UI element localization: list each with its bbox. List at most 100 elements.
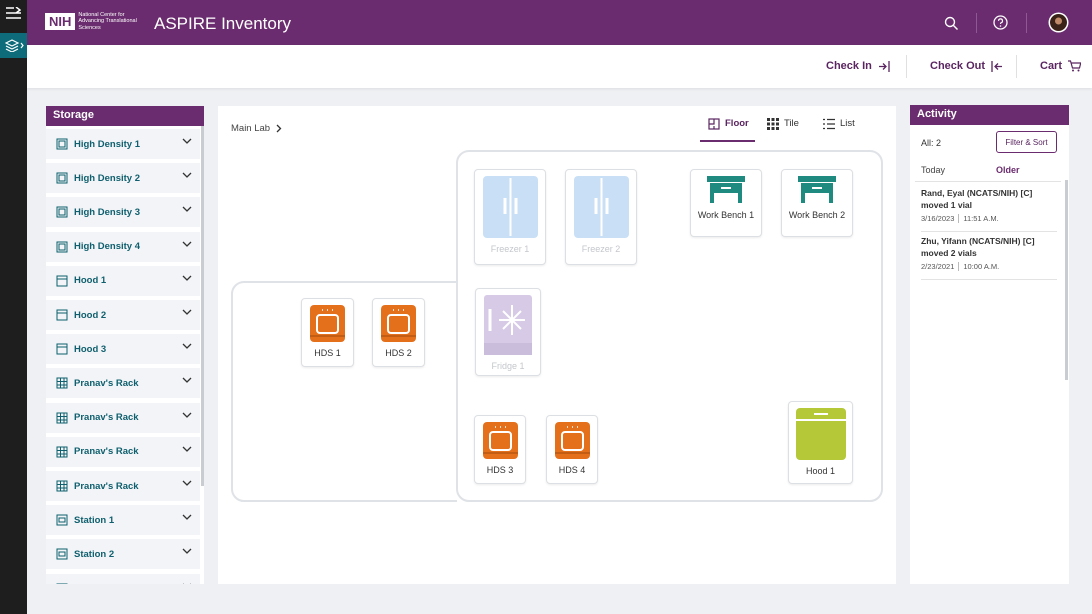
entry-time: 11:51 A.M. <box>963 214 999 223</box>
main-panel: Main Lab Freezer 1 Freezer 2 Work Bench 1 W… <box>218 106 896 584</box>
icon <box>708 118 720 130</box>
logo: NIH National Center for Advancing Transl… <box>45 12 138 31</box>
check-out[interactable]: Check Out <box>930 60 1003 72</box>
tab-today[interactable]: Today <box>921 165 946 175</box>
icon <box>182 172 192 179</box>
icon <box>182 377 192 384</box>
icon <box>310 305 345 342</box>
storage-item-label: Pranav's Rack <box>74 446 139 458</box>
icon <box>56 275 68 287</box>
storage-tile[interactable]: Freezer 2 <box>565 169 637 265</box>
filter-button[interactable]: Filter & Sort <box>996 131 1057 153</box>
storage-item-label: Hood 3 <box>74 343 107 355</box>
check-in[interactable]: Check In <box>826 60 890 72</box>
icon <box>182 343 192 350</box>
activity-entry: Rand, Eyal (NCATS/NIH) [C] moved 1 vial 3/… <box>921 188 1057 232</box>
storage-tile[interactable]: HDS 3 <box>474 415 526 484</box>
storage-item-label: Station 3 <box>74 583 114 584</box>
storage-item[interactable]: Hood 2 <box>46 300 200 330</box>
floor-plan <box>231 150 883 502</box>
layers-button[interactable] <box>0 33 27 58</box>
menu-icon[interactable] <box>6 7 21 19</box>
icon <box>381 305 416 342</box>
storage-item[interactable]: Station 2 <box>46 539 200 570</box>
storage-item[interactable]: Pranav's Rack <box>46 402 200 433</box>
storage-tile[interactable]: HDS 4 <box>546 415 598 484</box>
storage-item-label: Pranav's Rack <box>74 412 139 424</box>
storage-item[interactable]: High Density 2 <box>46 163 200 194</box>
icon <box>798 176 836 203</box>
tile-label: HDS 2 <box>385 348 412 358</box>
icon <box>482 176 538 238</box>
icon <box>56 548 68 560</box>
tab-older[interactable]: Older <box>996 165 1020 175</box>
storage-tile[interactable]: HDS 1 <box>301 298 354 367</box>
storage-tile[interactable]: Work Bench 1 <box>690 169 762 237</box>
storage-tile[interactable]: Freezer 1 <box>474 169 546 265</box>
cart-label: Cart <box>1040 60 1063 72</box>
icon <box>56 309 68 321</box>
storage-title: Storage <box>46 106 204 126</box>
tile-label: Fridge 1 <box>491 361 525 371</box>
icon <box>182 583 192 584</box>
storage-item[interactable]: Pranav's Rack <box>46 436 200 467</box>
tile-label: Hood 1 <box>805 466 836 476</box>
search-icon[interactable] <box>944 16 958 30</box>
icon <box>182 275 192 281</box>
storage-item[interactable]: Pranav's Rack <box>46 368 200 399</box>
icon <box>823 118 835 130</box>
view-tab[interactable]: Tile <box>759 112 804 142</box>
logo-mark: NIH <box>45 12 76 30</box>
breadcrumb-label: Main Lab <box>231 123 271 134</box>
icon <box>182 548 192 555</box>
icon <box>182 241 192 247</box>
tile-label: HDS 1 <box>314 348 341 358</box>
view-tab[interactable]: Floor <box>700 112 755 142</box>
icon <box>182 309 192 315</box>
storage-tile[interactable]: Fridge 1 <box>475 288 541 376</box>
icon <box>182 138 192 144</box>
icon <box>56 480 68 492</box>
icon <box>56 514 68 526</box>
storage-item-label: Pranav's Rack <box>74 480 139 492</box>
storage-item[interactable]: Hood 1 <box>46 265 200 296</box>
storage-item[interactable]: Hood 3 <box>46 334 200 365</box>
entry-action: moved 2 vials <box>921 248 977 258</box>
view-tab-label: List <box>840 118 855 129</box>
breadcrumb[interactable]: Main Lab <box>231 123 282 134</box>
avatar[interactable] <box>1048 12 1069 33</box>
icon <box>56 446 68 458</box>
divider <box>906 55 907 78</box>
icon <box>484 295 532 355</box>
activity-title: Activity <box>910 105 1069 125</box>
storage-tile[interactable]: Hood 1 <box>788 401 853 484</box>
storage-panel: Storage High Density 1 High Density 2 High… <box>46 106 204 584</box>
storage-item[interactable]: Station 3 <box>46 573 200 584</box>
storage-item[interactable]: Pranav's Rack <box>46 471 200 501</box>
icon <box>182 480 192 486</box>
icon <box>182 206 192 213</box>
storage-tile[interactable]: HDS 2 <box>372 298 425 367</box>
icon <box>182 514 192 521</box>
tile-label: Freezer 2 <box>581 244 621 254</box>
storage-tile[interactable]: Work Bench 2 <box>781 169 853 237</box>
storage-item-label: High Density 4 <box>74 241 140 253</box>
icon <box>56 412 68 424</box>
storage-item[interactable]: High Density 4 <box>46 231 200 262</box>
view-tab[interactable]: List <box>815 112 860 142</box>
entry-user: Rand, Eyal (NCATS/NIH) [C] <box>921 188 1033 198</box>
storage-item[interactable]: High Density 1 <box>46 129 200 159</box>
help-icon[interactable] <box>993 15 1008 30</box>
tile-label: HDS 4 <box>558 465 586 475</box>
divider <box>1026 13 1027 33</box>
storage-item[interactable]: Station 1 <box>46 505 200 536</box>
icon <box>795 408 846 460</box>
logo-text: National Center for Advancing Translatio… <box>78 12 137 31</box>
icon <box>767 118 779 130</box>
icon <box>56 583 68 584</box>
cart[interactable]: Cart <box>1040 60 1082 72</box>
tile-label: Work Bench 2 <box>788 210 846 220</box>
storage-item[interactable]: High Density 3 <box>46 197 200 228</box>
entry-time: 10:00 A.M. <box>963 262 1000 271</box>
